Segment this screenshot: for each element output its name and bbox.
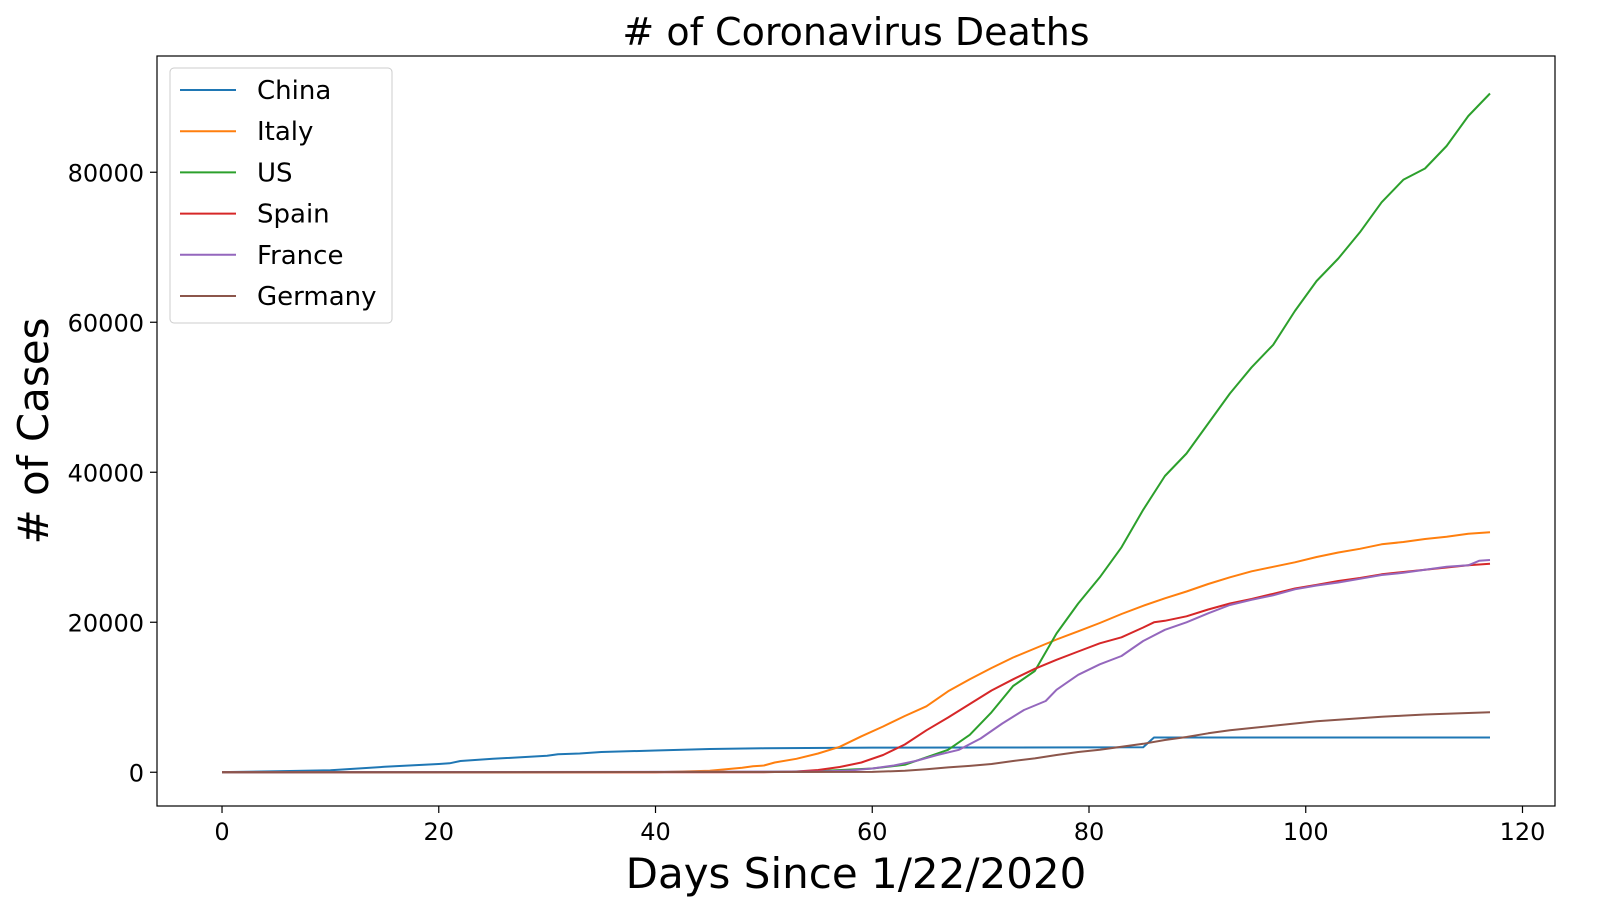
y-tick-label: 40000 xyxy=(68,459,144,487)
y-tick-label: 80000 xyxy=(68,159,144,187)
x-tick-label: 20 xyxy=(423,818,454,846)
legend-label-us: US xyxy=(257,158,293,188)
x-tick-label: 80 xyxy=(1074,818,1105,846)
series-lines xyxy=(221,92,1491,774)
series-line-germany xyxy=(221,711,1491,774)
series-line-us xyxy=(221,92,1491,774)
x-axis-ticks: 0 20 40 60 80 100 120 xyxy=(214,806,1545,846)
series-line-spain xyxy=(222,562,1491,774)
legend-label-germany: Germany xyxy=(257,282,377,312)
series-line-france xyxy=(221,559,1491,774)
legend: China Italy US Spain France Germany xyxy=(169,67,393,324)
x-tick-label: 40 xyxy=(640,818,671,846)
chart-title: # of Coronavirus Deaths xyxy=(622,10,1089,54)
y-tick-label: 60000 xyxy=(68,309,144,337)
y-axis-ticks: 0 20000 40000 60000 80000 xyxy=(68,159,157,787)
y-tick-label: 0 xyxy=(129,759,144,787)
x-axis-label: Days Since 1/22/2020 xyxy=(626,849,1087,898)
plot-area-frame xyxy=(156,55,1556,807)
series-line-china xyxy=(221,736,1490,774)
legend-label-spain: Spain xyxy=(257,200,330,230)
y-axis-label: # of Cases xyxy=(9,317,58,544)
x-tick-label: 0 xyxy=(214,818,229,846)
x-tick-label: 60 xyxy=(857,818,888,846)
series-line-italy xyxy=(222,531,1491,774)
legend-label-china: China xyxy=(257,76,331,106)
x-tick-label: 120 xyxy=(1500,818,1546,846)
y-tick-label: 20000 xyxy=(68,609,144,637)
legend-label-italy: Italy xyxy=(257,117,313,147)
legend-label-france: France xyxy=(257,241,343,271)
x-tick-label: 100 xyxy=(1283,818,1329,846)
